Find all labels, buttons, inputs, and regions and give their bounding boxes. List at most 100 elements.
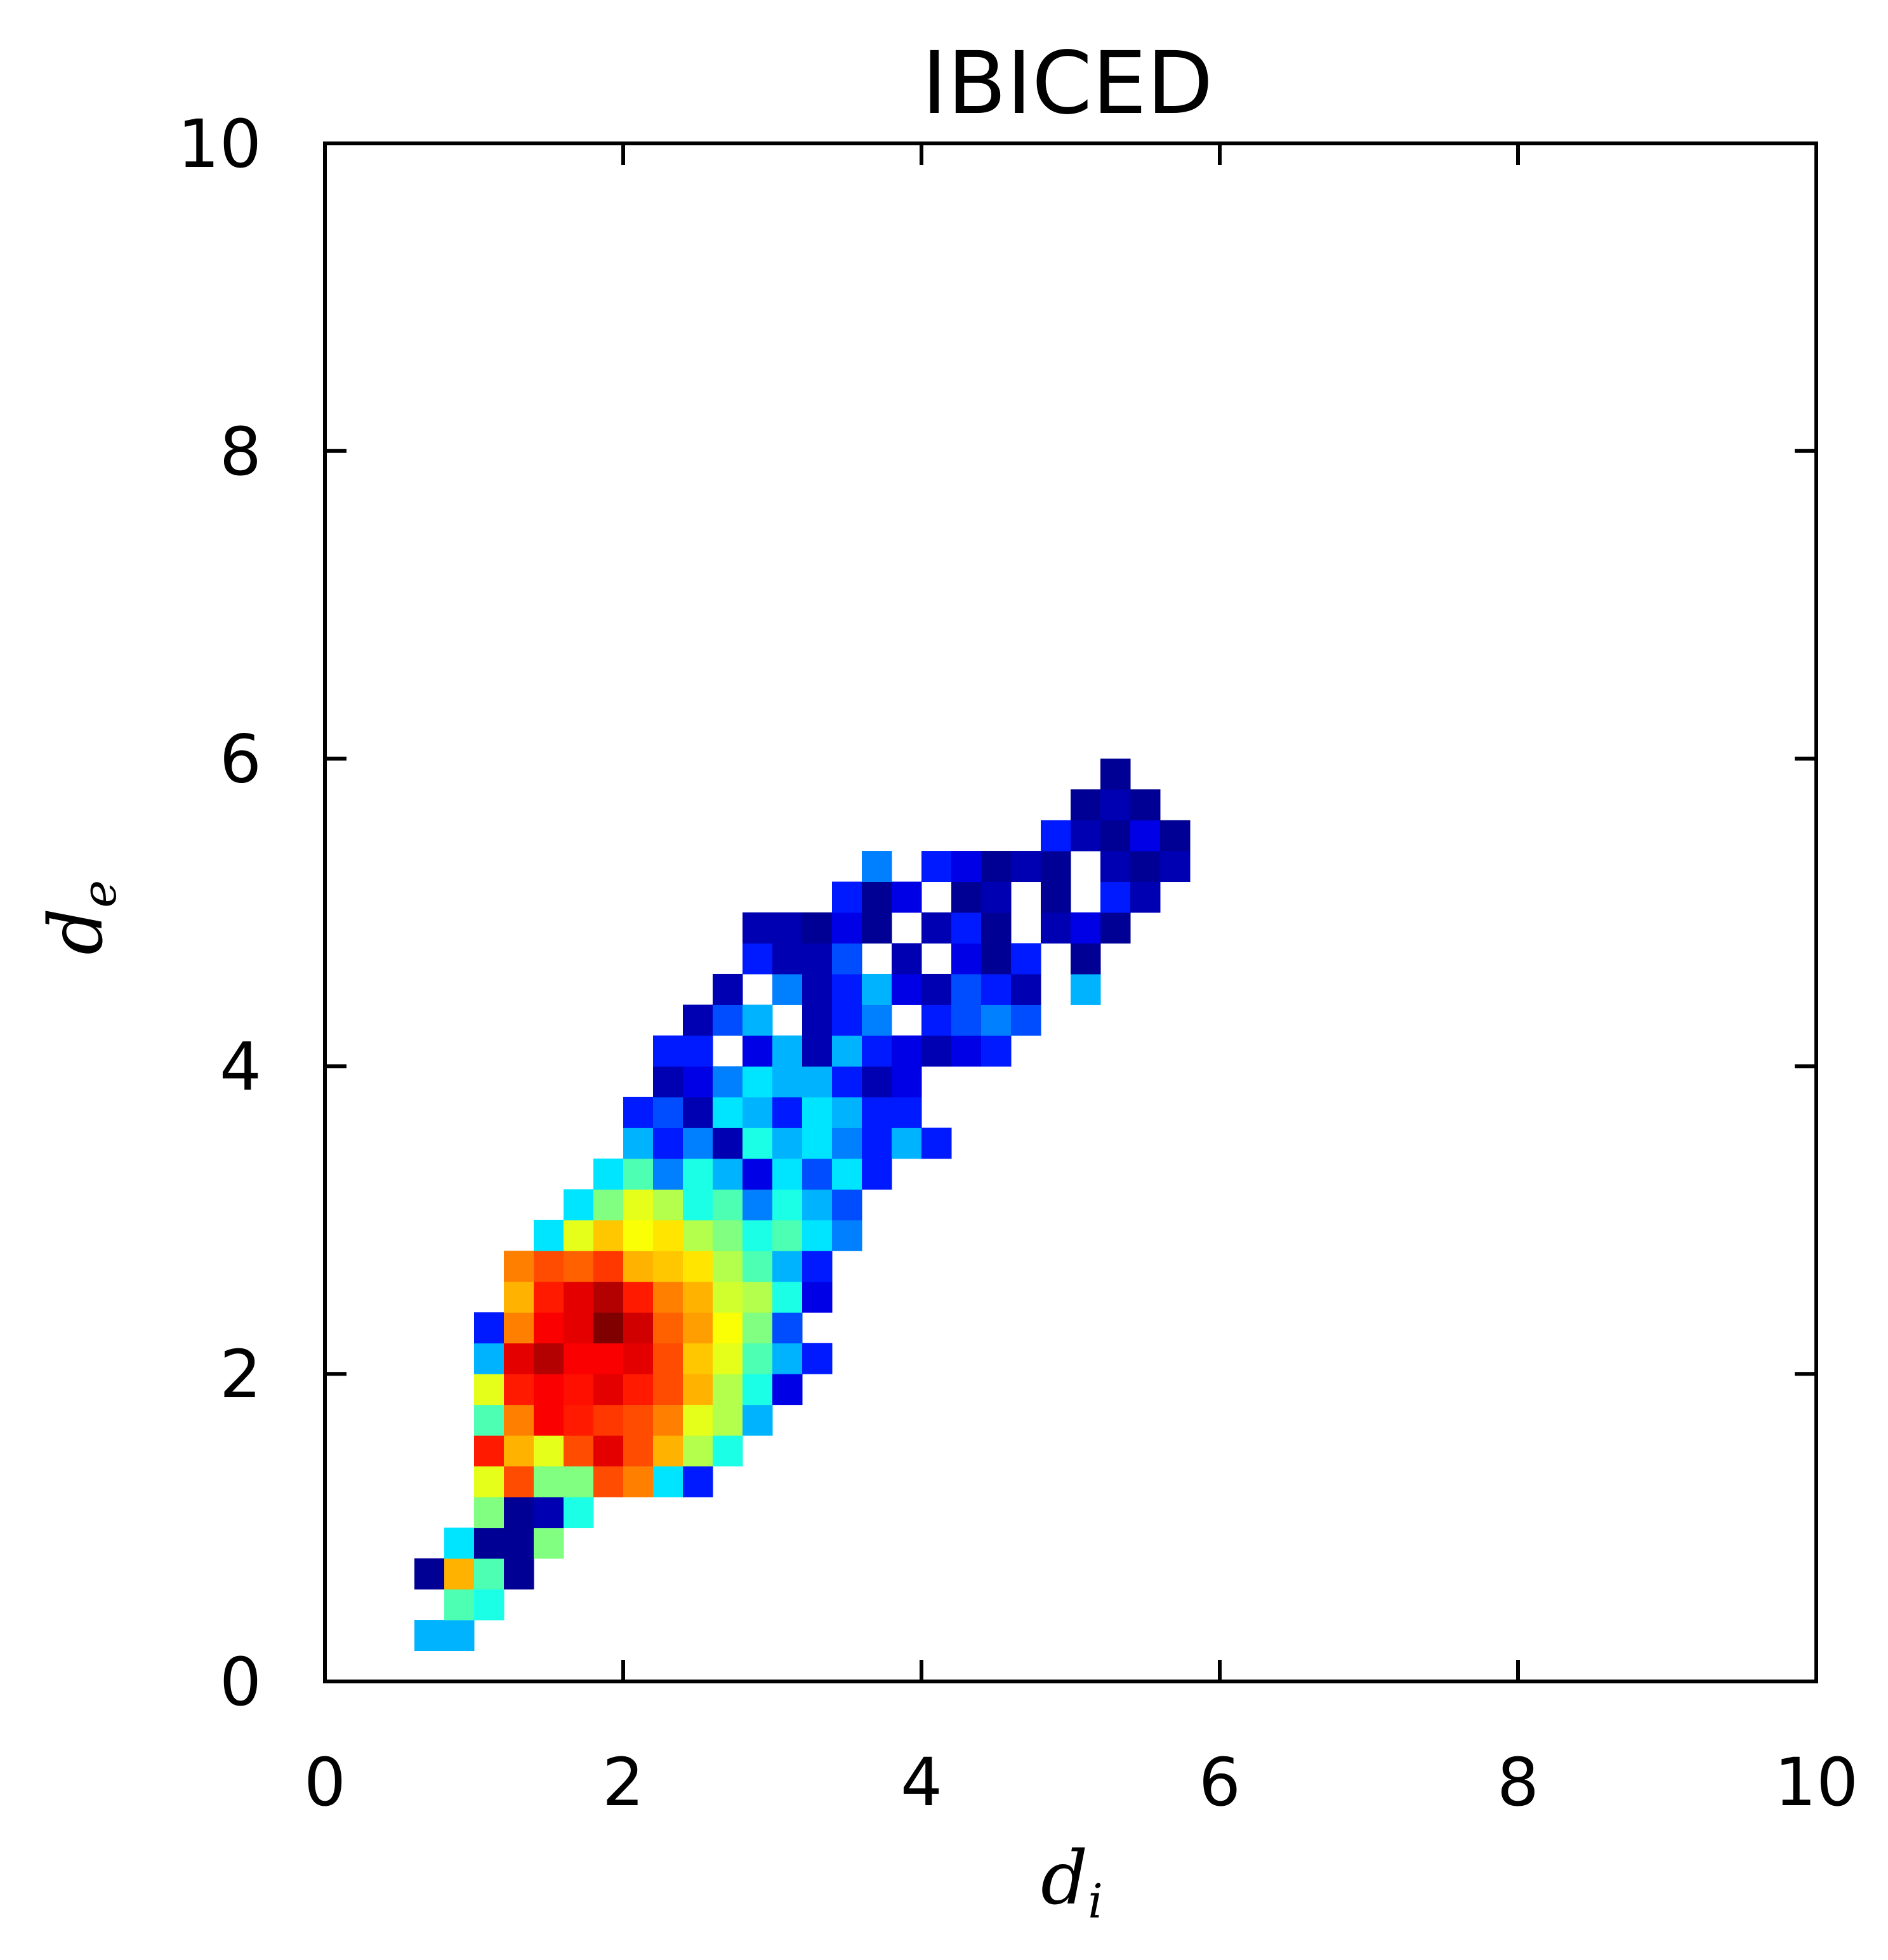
heatmap-cell (832, 912, 862, 944)
heatmap-cell (1100, 851, 1131, 883)
heatmap-cell (534, 1374, 564, 1405)
heatmap-cell (593, 1435, 624, 1467)
heatmap-cell (623, 1251, 654, 1282)
heatmap-cell (474, 1374, 505, 1405)
heatmap-cell (981, 943, 1012, 975)
heatmap-cell (653, 1435, 683, 1467)
y-tick-labels: 0 2 4 6 8 10 (178, 105, 261, 1721)
heatmap-cell (802, 912, 833, 944)
heatmap-cell (623, 1220, 654, 1251)
heatmap-cell (713, 1128, 743, 1159)
heatmap-cell (743, 943, 773, 975)
heatmap-cell (1160, 851, 1191, 883)
heatmap-cell (623, 1466, 654, 1497)
heatmap-cell (623, 1096, 654, 1128)
heatmap-cell (951, 943, 982, 975)
heatmap-cell (832, 1004, 862, 1036)
heatmap-cell (802, 1158, 833, 1190)
heatmap-cell (534, 1404, 564, 1436)
heatmap-cell (892, 973, 922, 1005)
heatmap-cell (1071, 912, 1101, 944)
heatmap-cell (802, 1096, 833, 1128)
heatmap-cell (683, 1096, 713, 1128)
heatmap-cell (981, 973, 1012, 1005)
heatmap-cell (713, 1343, 743, 1374)
y-tick-label: 4 (220, 1028, 261, 1105)
heatmap-cell (653, 1128, 683, 1159)
heatmap-cell (772, 943, 803, 975)
axis-ticks (323, 141, 1818, 1683)
heatmap-cell (653, 1251, 683, 1282)
heatmap-cell (474, 1343, 505, 1374)
heatmap-cell (802, 1220, 833, 1251)
heatmap-cell (593, 1281, 624, 1313)
heatmap-cell (683, 1158, 713, 1190)
heatmap-cell (1130, 789, 1161, 821)
heatmap-cell (444, 1589, 475, 1621)
heatmap-cell (862, 1158, 892, 1190)
heatmap-cell (713, 1374, 743, 1405)
heatmap-cell (981, 851, 1012, 883)
heatmap-cell (683, 1220, 713, 1251)
heatmap-cell (1100, 789, 1131, 821)
heatmap-cell (534, 1281, 564, 1313)
heatmap-cell (713, 1158, 743, 1190)
heatmap-cell (623, 1158, 654, 1190)
heatmap-cell (504, 1466, 534, 1497)
heatmap-cell (802, 973, 833, 1005)
heatmap-cell (862, 1035, 892, 1067)
heatmap-cell (832, 1035, 862, 1067)
heatmap-cell (743, 1281, 773, 1313)
heatmap-cell (832, 1158, 862, 1190)
heatmap-cell (892, 1035, 922, 1067)
plot-frame (323, 141, 1818, 1683)
heatmap-cell (892, 1066, 922, 1098)
heatmap-cell (981, 1035, 1012, 1067)
heatmap-cell (892, 943, 922, 975)
heatmap-cell (862, 1004, 892, 1036)
heatmap-cell (802, 1281, 833, 1313)
heatmap-cell (504, 1497, 534, 1529)
heatmap-cell (743, 912, 773, 944)
heatmap-cell (683, 1374, 713, 1405)
heatmap-cell (743, 1158, 773, 1190)
heatmap-cell (504, 1527, 534, 1559)
heatmap-cell (564, 1251, 594, 1282)
heatmap-cell (743, 1004, 773, 1036)
heatmap-cell (534, 1220, 564, 1251)
heatmap-cell (593, 1189, 624, 1221)
heatmap-cell (593, 1220, 624, 1251)
heatmap-cell (862, 851, 892, 883)
y-axis-label-subscript: e (72, 880, 127, 908)
heatmap-cell (832, 943, 862, 975)
heatmap-cell (564, 1343, 594, 1374)
heatmap-cell (683, 1128, 713, 1159)
heatmap-cell (683, 1189, 713, 1221)
heatmap-cell (653, 1466, 683, 1497)
heatmap-cell (981, 881, 1012, 913)
heatmap-cell (564, 1466, 594, 1497)
heatmap-cell (444, 1620, 475, 1652)
heatmap-cell (683, 1035, 713, 1067)
heatmap-cell (444, 1558, 475, 1590)
heatmap-cell (504, 1558, 534, 1590)
heatmap-cell (832, 881, 862, 913)
heatmap-cell (772, 912, 803, 944)
heatmap-cell (713, 1251, 743, 1282)
heatmap-cell (1100, 881, 1131, 913)
heatmap-cell (713, 1281, 743, 1313)
heatmap-cell (802, 1035, 833, 1067)
heatmap-cell (1130, 851, 1161, 883)
heatmap-cell (683, 1435, 713, 1467)
heatmap-cell (653, 1066, 683, 1098)
heatmap-cell (743, 1066, 773, 1098)
heatmap-cell (802, 1343, 833, 1374)
heatmap-cell (921, 1128, 952, 1159)
heatmap-cell (772, 1281, 803, 1313)
heatmap-cell (474, 1527, 505, 1559)
heatmap-cell (1100, 912, 1131, 944)
heatmap-cell (623, 1128, 654, 1159)
heatmap-cell (504, 1435, 534, 1467)
heatmap-cell (862, 881, 892, 913)
